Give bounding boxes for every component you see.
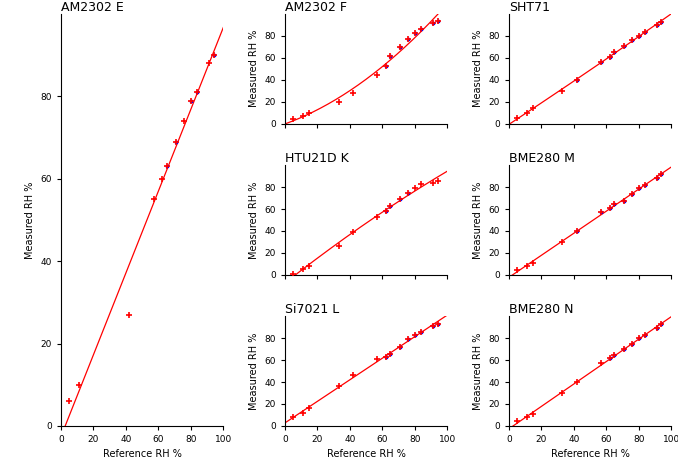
X-axis label: Reference RH %: Reference RH % xyxy=(327,449,405,460)
Y-axis label: Measured RH %: Measured RH % xyxy=(473,181,483,259)
Text: AM2302 F: AM2302 F xyxy=(285,1,347,14)
Text: BME280 N: BME280 N xyxy=(509,303,574,316)
Y-axis label: Measured RH %: Measured RH % xyxy=(473,30,483,108)
Text: Si7021 L: Si7021 L xyxy=(285,303,339,316)
Text: HTU21D K: HTU21D K xyxy=(285,152,348,165)
Y-axis label: Measured RH %: Measured RH % xyxy=(249,30,259,108)
X-axis label: Reference RH %: Reference RH % xyxy=(103,449,182,460)
Text: SHT71: SHT71 xyxy=(509,1,550,14)
Y-axis label: Measured RH %: Measured RH % xyxy=(473,332,483,410)
Y-axis label: Measured RH %: Measured RH % xyxy=(249,181,259,259)
X-axis label: Reference RH %: Reference RH % xyxy=(551,449,629,460)
Text: AM2302 E: AM2302 E xyxy=(61,1,124,14)
Y-axis label: Measured RH %: Measured RH % xyxy=(249,332,259,410)
Text: BME280 M: BME280 M xyxy=(509,152,575,165)
Y-axis label: Measured RH %: Measured RH % xyxy=(25,181,35,259)
